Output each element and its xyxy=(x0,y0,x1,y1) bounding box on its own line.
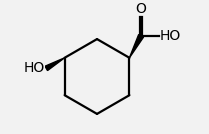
Text: HO: HO xyxy=(24,61,45,75)
Text: HO: HO xyxy=(160,29,181,43)
Text: O: O xyxy=(136,2,147,16)
Polygon shape xyxy=(129,34,144,58)
Polygon shape xyxy=(45,58,65,71)
